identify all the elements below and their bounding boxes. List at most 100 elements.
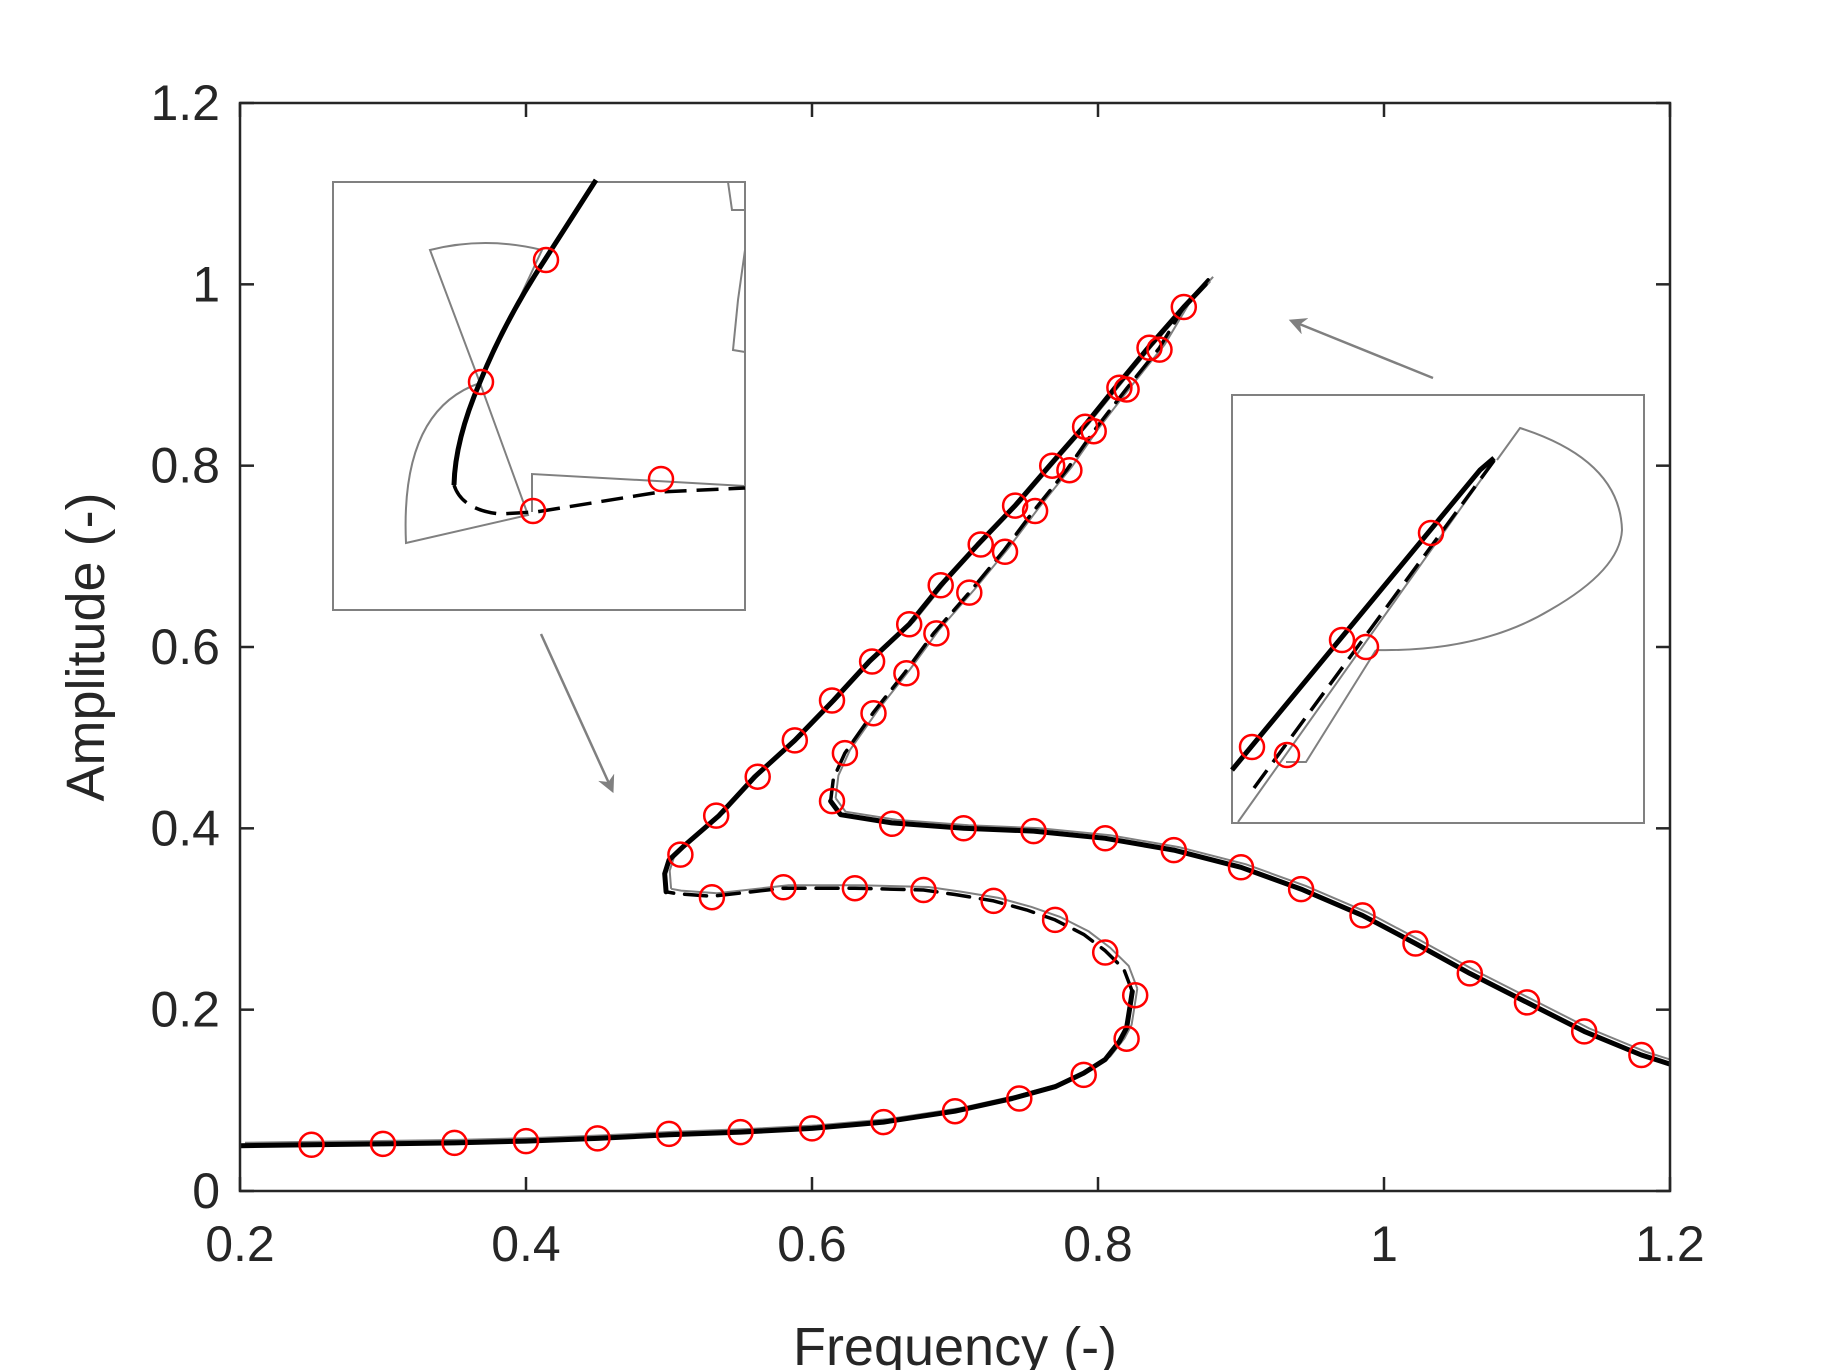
data-marker bbox=[655, 1120, 683, 1148]
data-marker bbox=[1402, 930, 1429, 957]
y-tick-label: 0.4 bbox=[150, 800, 220, 856]
data-marker bbox=[1136, 334, 1163, 362]
x-tick-label: 0.4 bbox=[491, 1216, 561, 1272]
x-tick-label: 0.6 bbox=[777, 1216, 847, 1272]
inset-left-dashed-branch bbox=[452, 484, 746, 516]
inset-right-cone-lower bbox=[1286, 649, 1377, 763]
data-marker bbox=[910, 876, 937, 904]
data-marker bbox=[698, 883, 726, 911]
data-marker bbox=[831, 739, 859, 767]
data-marker bbox=[950, 815, 977, 842]
predictor-trace-1 bbox=[670, 884, 1139, 989]
inset-right-marker bbox=[1238, 733, 1266, 761]
arrow-to-right-detail bbox=[1288, 318, 1434, 380]
inset-right-marker bbox=[1273, 741, 1301, 769]
inset-left-marker bbox=[467, 368, 495, 396]
data-marker bbox=[1170, 293, 1198, 321]
data-marker bbox=[941, 1097, 969, 1125]
data-marker bbox=[1146, 336, 1173, 363]
data-marker bbox=[1349, 902, 1376, 929]
unstable-branch-3 bbox=[828, 278, 1210, 803]
stable-branch-0 bbox=[240, 989, 1135, 1149]
predictor-trace-4 bbox=[834, 797, 1670, 1061]
data-marker bbox=[1020, 817, 1047, 845]
inset-left-cone-edge bbox=[727, 181, 746, 353]
inset-left-cone-lower bbox=[404, 381, 530, 545]
data-marker bbox=[927, 572, 954, 599]
data-marker bbox=[1287, 875, 1315, 903]
data-marker bbox=[980, 887, 1007, 915]
data-marker bbox=[744, 763, 771, 790]
y-axis-label: Amplitude (-) bbox=[56, 492, 116, 801]
data-marker bbox=[512, 1127, 540, 1155]
data-marker bbox=[298, 1131, 325, 1159]
data-marker bbox=[441, 1129, 468, 1157]
data-marker bbox=[1121, 981, 1149, 1009]
data-marker bbox=[818, 687, 846, 714]
data-marker bbox=[727, 1118, 754, 1146]
inset-left-marker bbox=[532, 246, 560, 274]
inset-right-dashed-branch bbox=[1252, 456, 1498, 790]
inset-right-frame bbox=[1231, 394, 1645, 824]
x-tick-label: 0.2 bbox=[205, 1216, 275, 1272]
data-marker bbox=[870, 1108, 897, 1136]
data-marker bbox=[369, 1130, 397, 1158]
data-marker bbox=[956, 579, 983, 606]
unstable-branch-1 bbox=[664, 886, 1135, 994]
inset-left-marker bbox=[519, 497, 547, 525]
arrow-to-left-detail bbox=[539, 633, 615, 794]
data-marker bbox=[858, 648, 886, 675]
y-tick-label: 0.8 bbox=[150, 438, 220, 494]
data-marker bbox=[895, 611, 923, 638]
data-marker bbox=[1113, 376, 1140, 403]
data-marker bbox=[798, 1115, 826, 1142]
plot-area bbox=[240, 276, 1670, 1159]
inset-left bbox=[332, 178, 746, 611]
inset-right-solid-branch bbox=[1230, 456, 1496, 772]
data-marker bbox=[1070, 1061, 1097, 1089]
data-marker bbox=[878, 810, 906, 838]
data-marker bbox=[1227, 854, 1255, 881]
data-marker bbox=[893, 660, 920, 687]
y-tick-label: 0.6 bbox=[150, 619, 220, 675]
data-marker bbox=[1091, 825, 1119, 852]
data-marker bbox=[923, 620, 950, 647]
y-tick-label: 1.2 bbox=[150, 75, 220, 131]
predictor-trace-0 bbox=[244, 988, 1139, 1144]
inset-left-frame bbox=[332, 181, 746, 611]
data-marker bbox=[702, 802, 730, 829]
predictor-trace-3 bbox=[834, 276, 1214, 799]
data-marker bbox=[1021, 497, 1049, 525]
inset-right-marker bbox=[1328, 626, 1356, 654]
data-marker bbox=[1056, 456, 1083, 484]
x-axis-label: Frequency (-) bbox=[793, 1317, 1117, 1370]
x-tick-label: 1.2 bbox=[1635, 1216, 1705, 1272]
x-tick-label: 1 bbox=[1370, 1216, 1398, 1272]
data-marker bbox=[991, 538, 1019, 566]
inset-left-solid-branch bbox=[451, 178, 599, 486]
data-markers bbox=[298, 293, 1655, 1159]
data-marker bbox=[1006, 1085, 1033, 1112]
data-marker bbox=[770, 874, 797, 901]
inset-right-marker bbox=[1417, 519, 1445, 547]
data-marker bbox=[1628, 1041, 1655, 1069]
data-marker bbox=[1001, 492, 1029, 519]
data-marker bbox=[1080, 417, 1107, 445]
inset-right-cone bbox=[1375, 426, 1624, 652]
data-marker bbox=[841, 874, 869, 902]
data-marker bbox=[967, 531, 994, 558]
data-marker bbox=[860, 699, 887, 727]
inset-right-marker bbox=[1352, 633, 1380, 661]
data-marker bbox=[1113, 1025, 1140, 1052]
data-marker bbox=[781, 727, 809, 754]
data-marker bbox=[584, 1125, 611, 1152]
data-marker bbox=[1091, 939, 1119, 966]
x-tick-label: 0.8 bbox=[1063, 1216, 1133, 1272]
inset-right bbox=[1230, 394, 1645, 824]
axis-ticks: 0.2 0.4 0.6 0.8 1 1.200.20.40.60.811.2 bbox=[150, 75, 1704, 1272]
y-tick-label: 0 bbox=[192, 1163, 220, 1219]
stable-branch-4 bbox=[828, 798, 1670, 1067]
data-marker bbox=[1570, 1018, 1598, 1045]
data-marker bbox=[818, 787, 846, 815]
